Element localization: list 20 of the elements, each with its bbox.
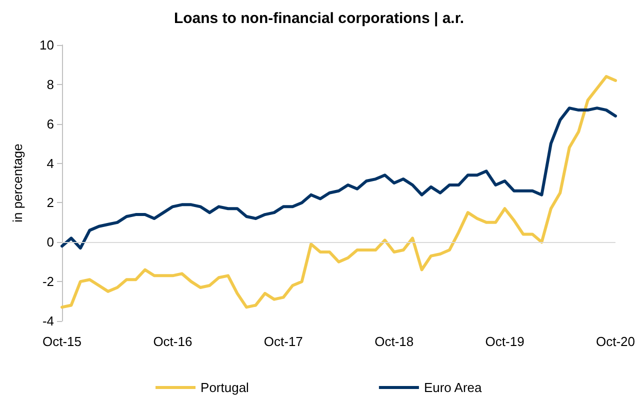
x-tick-label: Oct-20	[596, 334, 635, 349]
y-tick-label: 4	[46, 156, 54, 171]
y-tick-label: 2	[46, 195, 54, 210]
y-tick-label: -4	[42, 314, 54, 328]
legend-label: Euro Area	[424, 380, 483, 395]
x-tick-label: Oct-16	[153, 334, 192, 349]
x-tick-label: Oct-18	[374, 334, 414, 349]
y-tick-label: 0	[46, 234, 54, 250]
x-tick-label: Oct-15	[42, 334, 82, 349]
y-tick-label: -2	[42, 274, 54, 290]
chart-title: Loans to non-financial corporations | a.r.	[174, 10, 464, 27]
line-series	[60, 75, 617, 309]
y-axis-title: in percentage	[10, 144, 25, 222]
y-tick-label: 6	[46, 116, 54, 132]
y-tick-label: 8	[46, 76, 54, 92]
x-tick-label: Oct-17	[264, 334, 303, 349]
legend-label: Portugal	[200, 380, 250, 395]
x-tick-label: Oct-19	[485, 334, 524, 349]
y-tick-label: 10	[40, 38, 54, 52]
line-series	[60, 106, 617, 250]
